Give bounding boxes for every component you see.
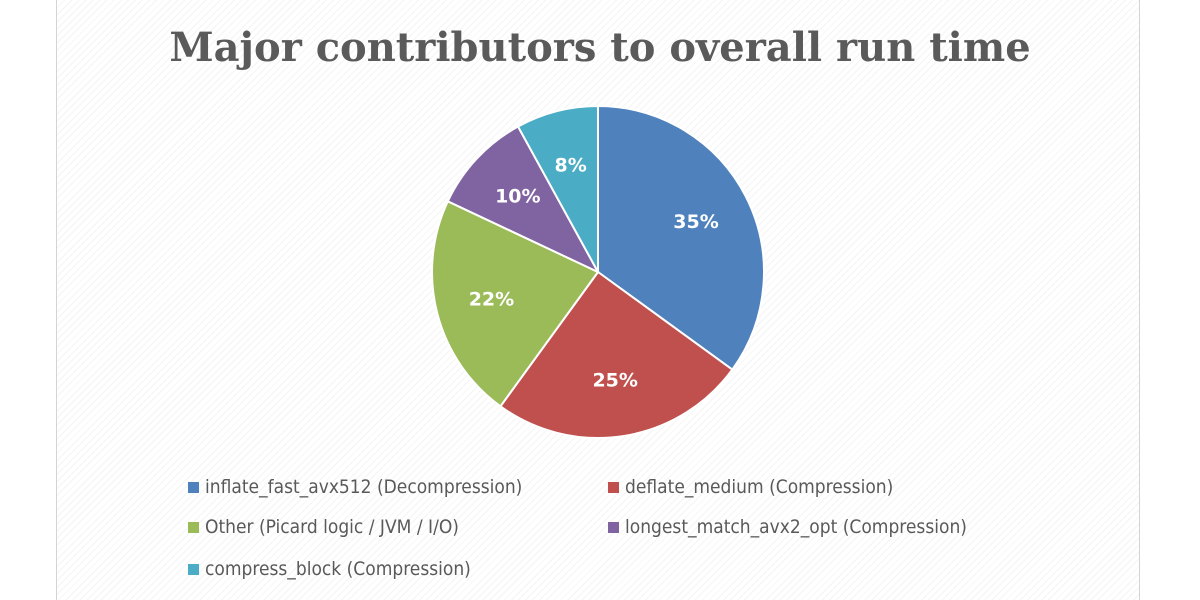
legend-label: deflate_medium (Compression) [625, 476, 894, 498]
legend-swatch [188, 563, 199, 575]
legend-item-compress-block: compress_block (Compression) [188, 558, 471, 580]
pie-slice-label-1: 25% [592, 370, 637, 392]
pie-slice-1 [499, 270, 734, 439]
legend-item-longest-match: longest_match_avx2_opt (Compression) [608, 516, 967, 538]
legend-swatch [608, 481, 619, 493]
legend-label: Other (Picard logic / JVM / I/O) [205, 516, 459, 538]
legend-item-deflate-medium: deflate_medium (Compression) [608, 476, 893, 498]
pie-slice-label-2: 22% [469, 288, 514, 310]
legend-label: longest_match_avx2_opt (Compression) [625, 516, 967, 538]
pie-slice-label-0: 35% [673, 211, 718, 233]
pie-slice-labels: 35% 25% 22% 10% 8% [469, 154, 719, 391]
pie-slice-label-4: 8% [555, 154, 587, 176]
legend-label: inflate_fast_avx512 (Decompression) [205, 476, 523, 498]
legend-swatch [608, 521, 619, 533]
legend-label: compress_block (Compression) [205, 558, 471, 580]
pie-slice-3 [446, 125, 601, 275]
legend-swatch [188, 521, 199, 533]
chart-title: Major contributors to overall run time [169, 24, 1031, 71]
legend-item-other: Other (Picard logic / JVM / I/O) [188, 516, 459, 538]
pie-slice-4 [516, 104, 599, 273]
pie-slices [431, 104, 765, 439]
legend-swatch [188, 481, 199, 493]
pie-slice-label-3: 10% [495, 186, 540, 208]
pie-slice-0 [597, 104, 765, 371]
legend-item-inflate-fast: inflate_fast_avx512 (Decompression) [188, 476, 522, 498]
